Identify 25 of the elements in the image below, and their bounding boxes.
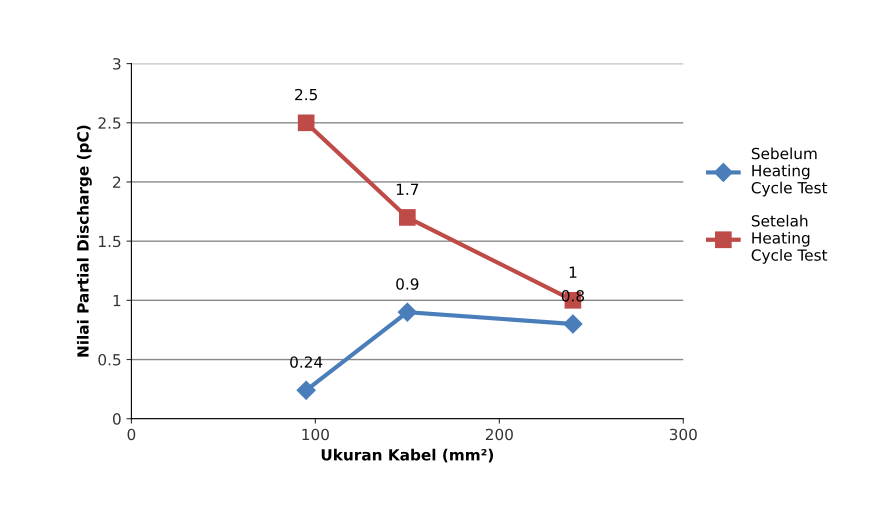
data-label: 1.7: [396, 184, 418, 195]
point: [296, 380, 316, 400]
point: [399, 209, 416, 226]
point: [398, 302, 417, 322]
x-tick-label: 200: [486, 428, 513, 440]
data-label: 0.9: [396, 278, 418, 290]
x-tick-label: 300: [670, 428, 697, 440]
x-tick-label: 0: [128, 428, 136, 440]
data-label: 2.5: [295, 88, 317, 100]
point: [298, 114, 314, 132]
y-tick-label: 0: [112, 413, 121, 425]
x-axis-title: Ukuran Kabel (mm²): [322, 448, 494, 462]
y-tick-label: 2: [113, 176, 120, 188]
y-axis-title: Nilai Partial Discharge (pC): [76, 126, 92, 357]
y-tick-label: 1.5: [99, 236, 120, 248]
legend-label: Sebelum Heating Cycle Test: [752, 147, 828, 196]
y-tick-label: 0.5: [98, 354, 120, 366]
y-tick-label: 1: [114, 295, 120, 306]
data-label: 1: [570, 266, 576, 278]
data-label: 0.24: [290, 356, 322, 368]
x-tick-label: 100: [302, 428, 329, 440]
y-tick-label: 2.5: [98, 117, 120, 129]
y-tick-label: 3: [113, 58, 120, 70]
legend-label: Setelah Heating Cycle Test: [752, 214, 828, 264]
point: [563, 314, 582, 334]
